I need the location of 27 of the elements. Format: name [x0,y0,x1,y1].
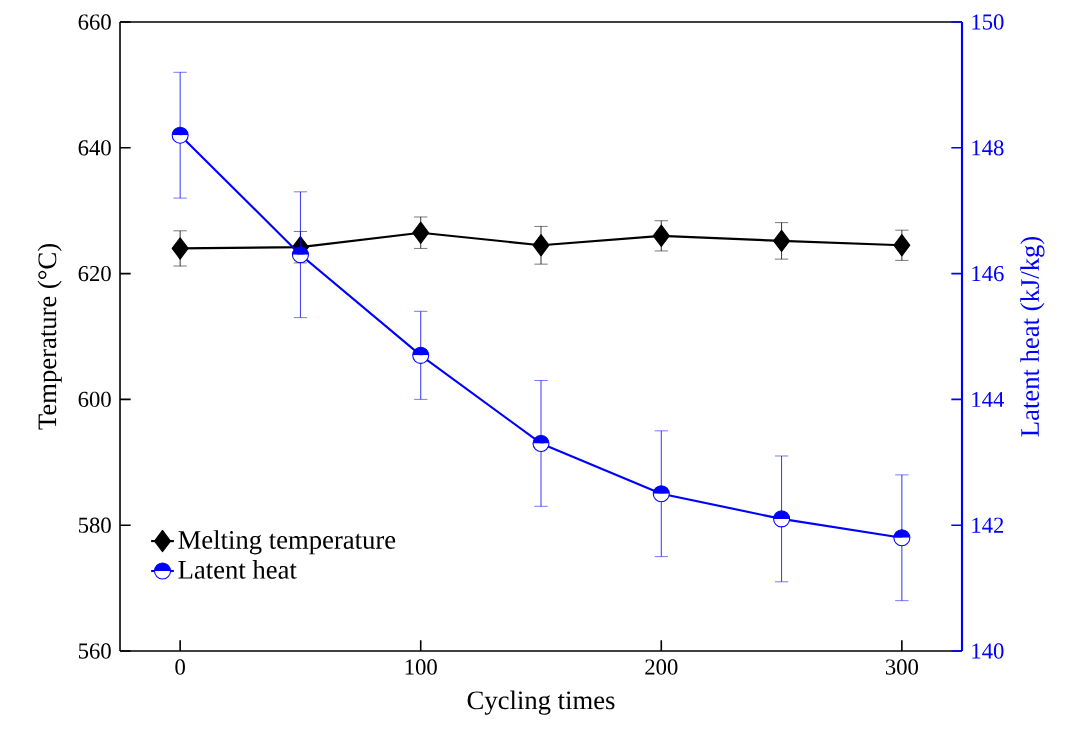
legend-label: Latent heat [178,560,297,579]
y2-tick-label: 146 [972,265,1004,282]
y-tick-label: 620 [78,265,111,282]
point [412,221,430,244]
legend-label: Melting temperature [178,530,396,555]
x-tick-label: 100 [405,659,437,675]
y2-tick-label: 150 [972,14,1004,30]
y-tick-label: 560 [78,643,111,659]
point [171,237,189,260]
y-axis-title: Temperature (°C) [37,244,62,430]
y2-axis-title: Latent heat (kJ/kg) [1020,236,1045,437]
y-tick-label: 660 [78,14,111,30]
x-axis-title: Cycling times [467,690,615,715]
y2-tick-label: 144 [972,391,1004,407]
y2-tick-label: 148 [972,140,1004,156]
y2-tick-label: 142 [972,517,1004,533]
y-tick-label: 640 [78,140,111,156]
point [773,229,791,253]
point [652,224,670,248]
point [893,234,911,257]
x-tick-label: 0 [175,659,185,675]
y2-tick-label: 140 [972,643,1004,659]
x-tick-label: 200 [645,659,678,675]
x-tick-label: 300 [885,659,918,675]
point [532,234,550,257]
y-tick-label: 600 [78,391,111,408]
y-tick-label: 580 [78,517,111,533]
